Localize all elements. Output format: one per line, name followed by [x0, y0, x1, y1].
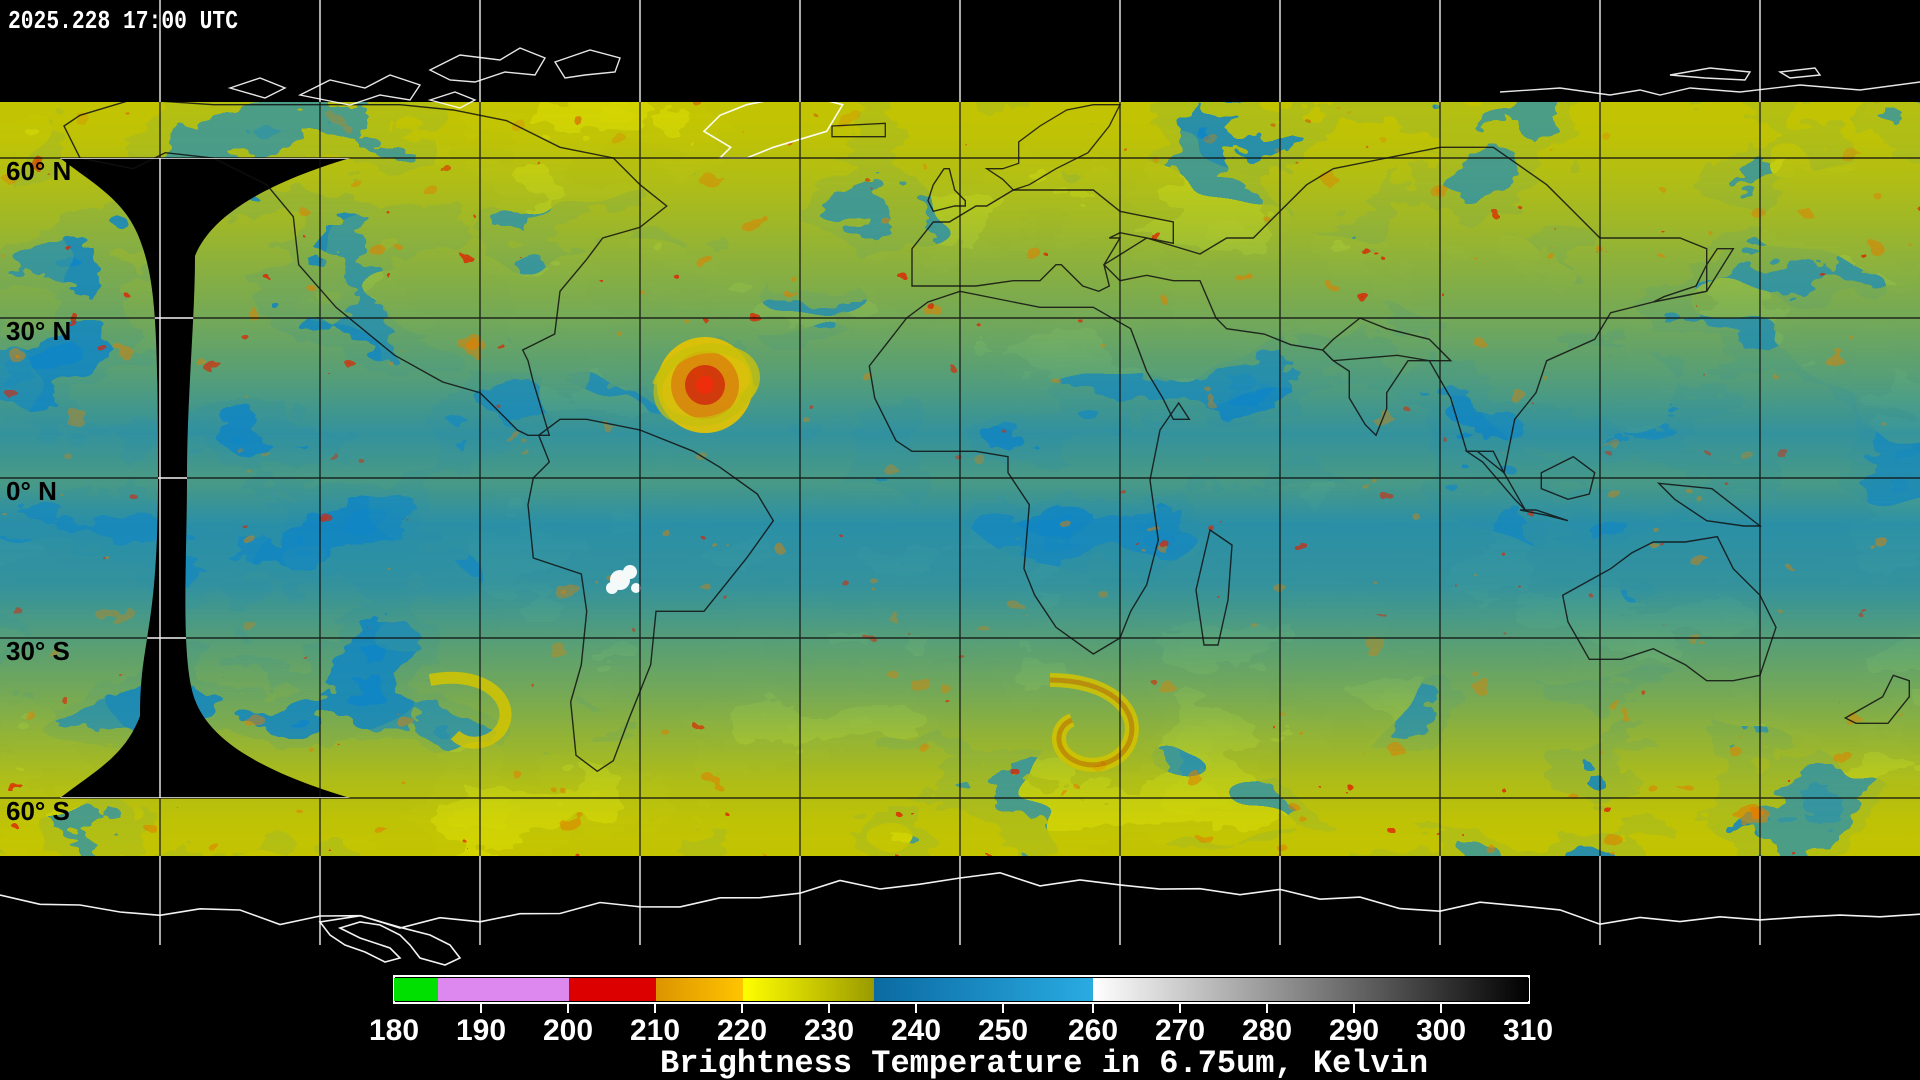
svg-text:220: 220	[717, 1014, 767, 1047]
svg-text:2025.228 17:00 UTC: 2025.228 17:00 UTC	[8, 6, 238, 36]
svg-text:230: 230	[804, 1014, 854, 1047]
svg-text:30° S: 30° S	[6, 636, 70, 666]
svg-text:210: 210	[630, 1014, 680, 1047]
svg-text:60° N: 60° N	[6, 156, 71, 186]
svg-text:240: 240	[891, 1014, 941, 1047]
svg-text:280: 280	[1242, 1014, 1292, 1047]
svg-text:60° S: 60° S	[6, 796, 70, 826]
svg-text:190: 190	[456, 1014, 506, 1047]
svg-text:180: 180	[369, 1014, 419, 1047]
svg-text:270: 270	[1155, 1014, 1205, 1047]
svg-text:200: 200	[543, 1014, 593, 1047]
svg-text:290: 290	[1329, 1014, 1379, 1047]
svg-text:250: 250	[978, 1014, 1028, 1047]
svg-text:260: 260	[1068, 1014, 1118, 1047]
svg-text:300: 300	[1416, 1014, 1466, 1047]
svg-text:0° N: 0° N	[6, 476, 57, 506]
svg-text:310: 310	[1503, 1014, 1553, 1047]
svg-text:Brightness Temperature in 6.75: Brightness Temperature in 6.75um, Kelvin	[660, 1045, 1428, 1080]
svg-text:30° N: 30° N	[6, 316, 71, 346]
